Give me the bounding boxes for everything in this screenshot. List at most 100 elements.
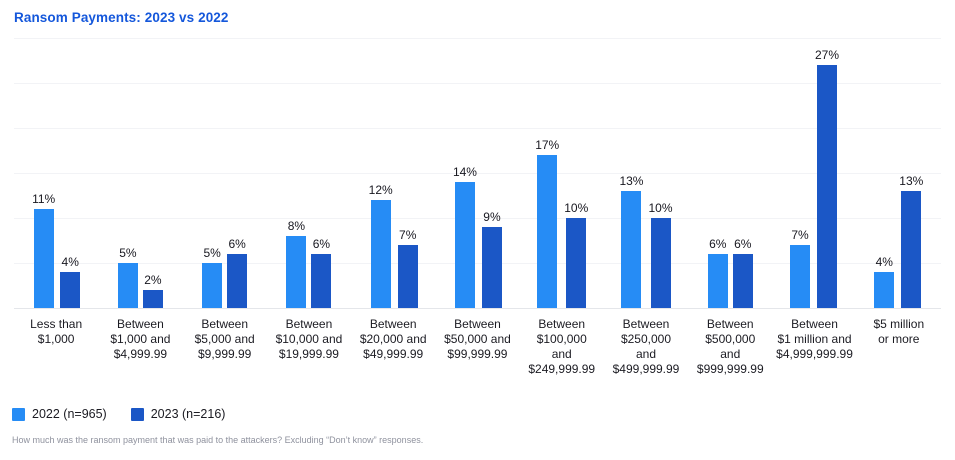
- bar-value-label: 13%: [619, 174, 644, 188]
- bar-value-label: 27%: [815, 48, 840, 62]
- bar-2022-7pct: [790, 245, 810, 308]
- bar-group-3: 8% 6%: [267, 38, 351, 308]
- bar-2022-14pct: [454, 182, 475, 308]
- bar-2022-8pct: [286, 236, 307, 308]
- legend-swatch-icon: [12, 407, 25, 421]
- bar-2022-5pct: [202, 263, 223, 308]
- bar-2023-4pct: [60, 272, 81, 308]
- x-axis-label-5: Between $50,000 and $99,999.99: [444, 317, 511, 361]
- bar-2022-4pct: [874, 272, 895, 308]
- bar-value-label: 8%: [287, 219, 306, 233]
- bar-2023-2pct: [142, 290, 163, 308]
- bar-2023-6pct: [311, 254, 332, 308]
- bar-group-0: 11% 4%: [14, 38, 98, 308]
- bar-column: 27%: [815, 48, 839, 308]
- bar-value-label: 2%: [144, 273, 162, 287]
- legend-label: 2023 (n=216): [150, 407, 226, 421]
- bar-value-label: 11%: [32, 192, 56, 206]
- bar-column: 9%: [481, 210, 502, 308]
- bar-2022-6pct: [707, 254, 728, 308]
- bar-value-label: 6%: [228, 237, 246, 251]
- bar-value-label: 12%: [368, 183, 393, 197]
- bar-value-label: 6%: [312, 237, 331, 251]
- legend: 2022 (n=965) 2023 (n=216): [12, 407, 955, 421]
- x-axis-label-10: $5 million or more: [873, 317, 925, 346]
- bar-value-label: 4%: [875, 255, 893, 269]
- bar-group-4: 12% 7%: [351, 38, 435, 308]
- x-axis-label-8: Between $500,000 and $999,999.99: [696, 317, 764, 376]
- bar-column: 7%: [790, 228, 810, 308]
- bar-2022-13pct: [621, 191, 642, 308]
- bar-2023-7pct: [397, 245, 418, 308]
- bar-column: 6%: [311, 237, 332, 308]
- gridline-20: [14, 128, 941, 129]
- bar-value-label: 7%: [791, 228, 809, 242]
- x-axis-label-9: Between $1 million and $4,999,999.99: [776, 317, 853, 361]
- bar-column: 10%: [564, 201, 588, 308]
- legend-item-2023: 2023 (n=216): [130, 407, 226, 421]
- bar-group-1: 5% 2%: [98, 38, 182, 308]
- bar-group-10: 4% 13%: [857, 38, 941, 308]
- bar-column: 7%: [397, 228, 418, 308]
- bar-value-label: 5%: [203, 246, 221, 260]
- bar-column: 6%: [732, 237, 753, 308]
- bar-value-label: 6%: [709, 237, 727, 251]
- bar-column: 6%: [227, 237, 248, 308]
- bar-column: 14%: [453, 165, 477, 308]
- x-axis-label-6: Between $100,000 and $249,999.99: [528, 317, 596, 376]
- bar-column: 17%: [535, 138, 559, 308]
- gridline-25: [14, 83, 941, 84]
- x-axis-label-2: Between $5,000 and $9,999.99: [194, 317, 255, 361]
- legend-swatch-icon: [130, 407, 144, 421]
- bar-2022-11pct: [33, 209, 54, 308]
- x-axis-label-0: Less than $1,000: [30, 317, 83, 346]
- x-axis-label-4: Between $20,000 and $49,999.99: [359, 317, 427, 361]
- bar-value-label: 7%: [399, 228, 417, 242]
- bar-value-label: 9%: [483, 210, 501, 224]
- bar-column: 5%: [117, 246, 138, 308]
- bar-column: 12%: [369, 183, 393, 308]
- bar-value-label: 13%: [899, 174, 924, 188]
- bar-column: 4%: [60, 255, 81, 308]
- bar-column: 2%: [142, 273, 163, 308]
- x-axis-label-3: Between $10,000 and $19,999.99: [275, 317, 343, 361]
- bar-2023-6pct: [227, 254, 248, 308]
- bar-value-label: 5%: [119, 246, 137, 260]
- legend-label: 2022 (n=965): [32, 407, 107, 421]
- bar-value-label: 4%: [61, 255, 79, 269]
- bar-group-7: 13% 10%: [604, 38, 688, 308]
- footnote: How much was the ransom payment that was…: [12, 435, 424, 445]
- gridline-15: [14, 173, 941, 174]
- bar-column: 11%: [32, 192, 55, 308]
- bar-value-label: 6%: [734, 237, 752, 251]
- bar-group-5: 14% 9%: [435, 38, 519, 308]
- bar-2022-5pct: [117, 263, 138, 308]
- bars-row: 11% 4% 5% 2% 5% 6% 8% 6% 12% 7% 14% 9% 17% 10% 13% 10% 6…: [14, 38, 941, 308]
- bar-2023-27pct: [817, 65, 838, 308]
- bar-value-label: 10%: [648, 201, 673, 215]
- bar-column: 10%: [648, 201, 673, 308]
- bar-group-6: 17% 10%: [520, 38, 604, 308]
- bar-2022-12pct: [370, 200, 391, 308]
- bar-2022-17pct: [537, 155, 558, 308]
- x-axis-label-1: Between $1,000 and $4,999.99: [110, 317, 171, 361]
- bar-value-label: 10%: [564, 201, 589, 215]
- bar-2023-10pct: [566, 218, 587, 308]
- gridline-5: [14, 263, 941, 264]
- bar-group-9: 7% 27%: [772, 38, 856, 308]
- bar-2023-10pct: [650, 218, 671, 308]
- legend-item-2022: 2022 (n=965): [12, 407, 107, 421]
- bar-2023-9pct: [481, 227, 502, 308]
- bar-column: 13%: [619, 174, 643, 308]
- bar-column: 4%: [874, 255, 895, 308]
- x-axis-label-7: Between $250,000 and $499,999.99: [612, 317, 680, 376]
- bar-value-label: 17%: [535, 138, 560, 152]
- plot-area: 11% 4% 5% 2% 5% 6% 8% 6% 12% 7% 14% 9% 17% 10% 13% 10% 6…: [14, 38, 941, 309]
- bar-group-2: 5% 6%: [183, 38, 267, 308]
- bar-group-8: 6% 6%: [688, 38, 772, 308]
- gridline-30: [14, 38, 941, 39]
- bar-value-label: 14%: [452, 165, 477, 179]
- x-axis-labels: Less than $1,000 Between $1,000 and $4,99…: [14, 309, 941, 377]
- bar-2023-6pct: [732, 254, 753, 308]
- gridline-10: [14, 218, 941, 219]
